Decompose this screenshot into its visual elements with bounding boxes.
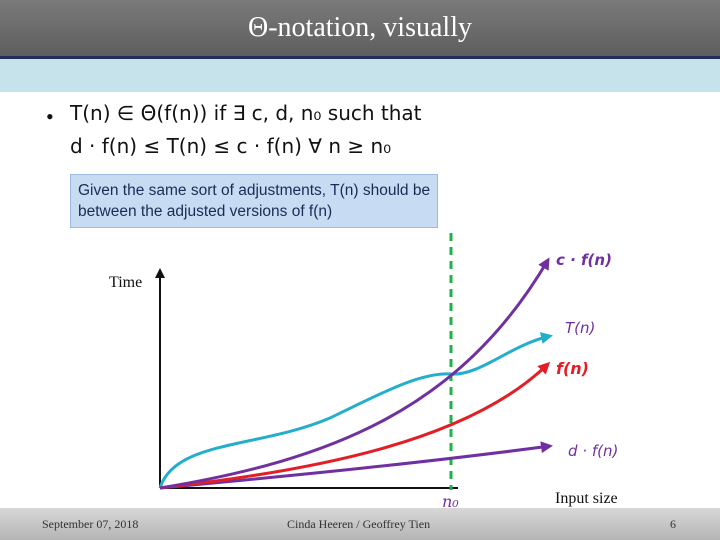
- actual-label: T(n): [565, 319, 595, 337]
- note-text: Given the same sort of adjustments, T(n)…: [78, 182, 431, 220]
- footer-authors: Cinda Heeren / Geoffrey Tien: [287, 517, 431, 531]
- slide-title: Θ-notation, visually: [248, 12, 472, 43]
- threshold-label: n₀: [442, 492, 459, 511]
- definition-line-2: d · f(n) ≤ T(n) ≤ c · f(n) ∀ n ≥ n₀: [70, 134, 392, 158]
- y-axis-label: Time: [109, 274, 142, 291]
- x-axis-label: Input size: [555, 490, 618, 507]
- base-label: f(n): [556, 359, 589, 378]
- note-box: [70, 174, 438, 228]
- upper-bound-curve: [159, 257, 550, 490]
- page-number: 6: [670, 517, 676, 531]
- lower-bound-label: d · f(n): [568, 442, 618, 460]
- base-curve: [159, 361, 551, 490]
- title-bar: [0, 0, 720, 59]
- upper-bound-label: c · f(n): [556, 251, 612, 269]
- footer-date: September 07, 2018: [42, 517, 139, 531]
- bullet-marker: •: [46, 104, 54, 129]
- actual-curve: [158, 332, 553, 489]
- definition-line-1: T(n) ∈ Θ(f(n)) if ∃ c, d, n₀ such that: [70, 101, 422, 125]
- header-band: [0, 59, 720, 92]
- lower-bound-curve: [159, 441, 553, 490]
- footer-bar: [0, 508, 720, 540]
